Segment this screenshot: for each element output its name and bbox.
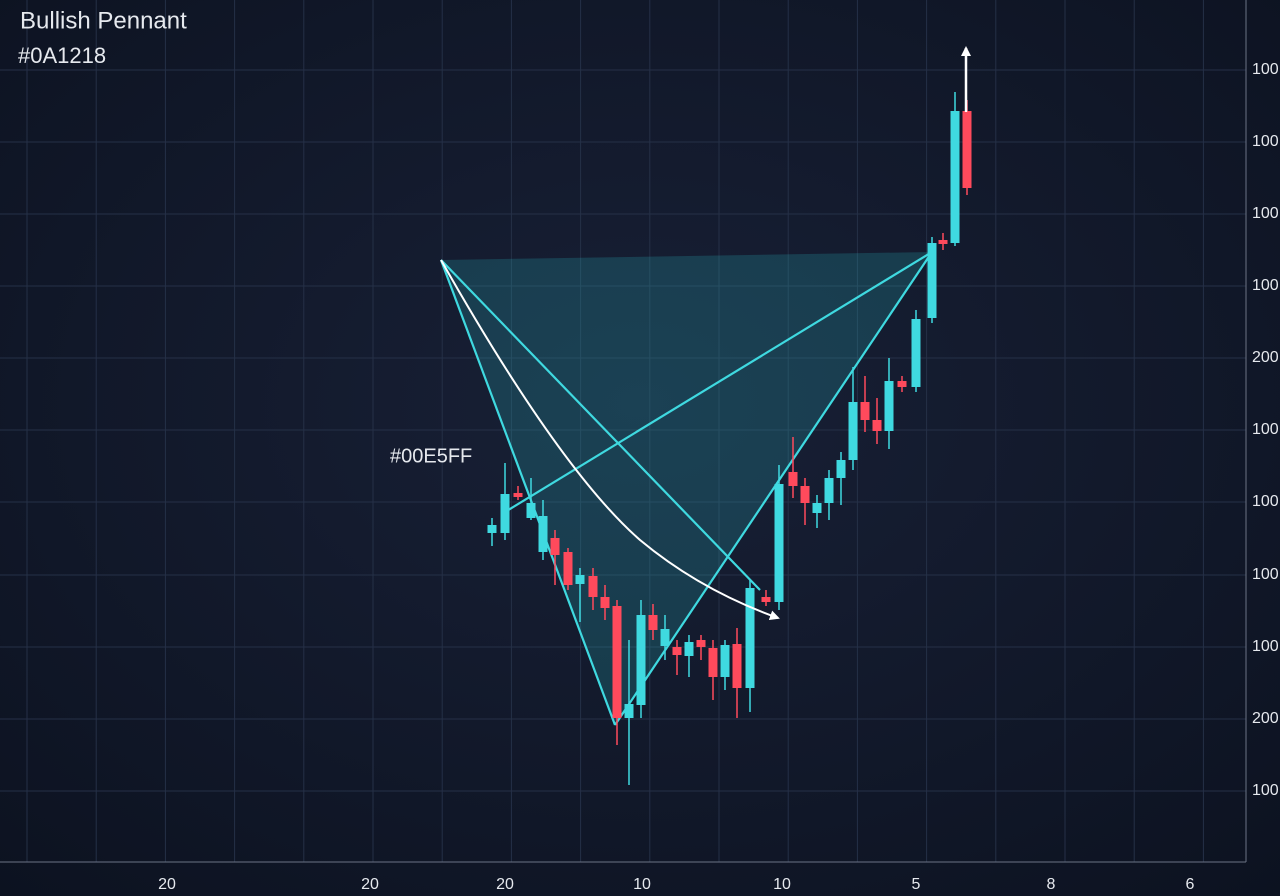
y-tick-label: 200 (1252, 349, 1279, 366)
candle-body (636, 615, 646, 705)
candle-body (872, 420, 882, 431)
y-tick-label: 100 (1252, 133, 1279, 150)
candle-body (774, 484, 784, 602)
candle-body (648, 615, 658, 630)
x-tick-label: 8 (1047, 876, 1056, 893)
candle-body (660, 629, 670, 646)
candle-body (487, 525, 497, 533)
candle-body (696, 640, 706, 647)
candle-body (860, 402, 870, 420)
grid (0, 0, 1246, 862)
candle-body (732, 644, 742, 688)
candle-body (500, 494, 510, 533)
candle-body (927, 243, 937, 318)
x-tick-label: 6 (1186, 876, 1195, 893)
x-tick-label: 5 (912, 876, 921, 893)
x-tick-label: 20 (496, 876, 514, 893)
candle-body (848, 402, 858, 460)
candle-body (708, 648, 718, 677)
y-tick-label: 100 (1252, 277, 1279, 294)
candle-body (836, 460, 846, 478)
candle-body (962, 111, 972, 188)
candle-body (624, 704, 634, 718)
candle-body (911, 319, 921, 387)
candle-body (824, 478, 834, 503)
annotation: #00E5FF (390, 445, 472, 467)
candle-body (550, 538, 560, 555)
candle-body (800, 486, 810, 503)
candle-body (812, 503, 822, 513)
y-tick-label: 100 (1252, 421, 1279, 438)
candle-body (720, 645, 730, 677)
x-tick-label: 20 (361, 876, 379, 893)
candle-body (684, 642, 694, 656)
candle-body (897, 381, 907, 387)
candle-body (563, 552, 573, 585)
candle-body (588, 576, 598, 597)
title: Bullish Pennant (20, 7, 187, 34)
x-tick-label: 10 (633, 876, 651, 893)
y-tick-label: 100 (1252, 638, 1279, 655)
candle-body (612, 606, 622, 718)
candle-body (526, 503, 536, 518)
candle-body (884, 381, 894, 431)
candles (487, 92, 972, 785)
y-tick-label: 100 (1252, 61, 1279, 78)
y-tick-label: 100 (1252, 566, 1279, 583)
candle-body (788, 472, 798, 486)
subtitle: #0A1218 (18, 43, 106, 68)
pennant-fill (441, 252, 932, 725)
candle-body (575, 575, 585, 584)
candle-body (513, 493, 523, 497)
candle-body (745, 588, 755, 688)
candle-body (538, 516, 548, 552)
x-tick-label: 10 (773, 876, 791, 893)
candle-body (950, 111, 960, 243)
candle-body (761, 597, 771, 602)
y-tick-label: 200 (1252, 710, 1279, 727)
y-tick-label: 100 (1252, 782, 1279, 799)
y-tick-label: 100 (1252, 493, 1279, 510)
x-tick-label: 20 (158, 876, 176, 893)
projection-arrow (440, 259, 780, 621)
y-tick-label: 100 (1252, 205, 1279, 222)
candle-body (672, 647, 682, 655)
candle-body (600, 597, 610, 608)
candle-body (938, 240, 948, 244)
